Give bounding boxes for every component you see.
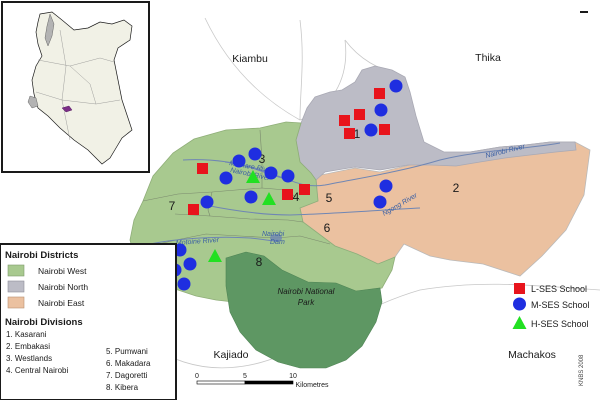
nairobi-dam-label-1: Nairobi bbox=[262, 231, 285, 238]
m-ses-school-marker bbox=[264, 166, 278, 180]
legend-swatch-nairobi-north bbox=[7, 280, 25, 293]
kenya-outline bbox=[31, 11, 133, 165]
nairobi-dam-label-2: Dam bbox=[270, 239, 285, 246]
l-ses-school-marker bbox=[344, 128, 355, 139]
nairobi-river-line bbox=[182, 142, 561, 187]
legend-l-ses-label: L-SES School bbox=[531, 284, 587, 294]
lake-victoria bbox=[27, 95, 39, 109]
m-ses-school-marker bbox=[177, 277, 191, 291]
park-label-line1: Nairobi National bbox=[278, 287, 335, 296]
nairobi-highlight bbox=[61, 105, 73, 113]
map-credit: KNBS 2008 bbox=[579, 354, 585, 386]
division-number-2: 2 bbox=[453, 181, 460, 195]
legend-m-ses-circle bbox=[513, 297, 526, 311]
division-item-2: 2. Embakasi bbox=[6, 342, 50, 351]
legend-h-ses-triangle bbox=[512, 316, 527, 329]
scale-bar: 0 5 10 Kilometres bbox=[195, 373, 329, 389]
m-ses-school-marker bbox=[373, 195, 387, 209]
m-ses-school-marker bbox=[389, 79, 403, 93]
mathare-river-line bbox=[224, 161, 283, 179]
thika-label: Thika bbox=[475, 52, 501, 64]
division-item-1: 1. Kasarani bbox=[6, 330, 47, 339]
m-ses-school-marker bbox=[379, 179, 393, 193]
scale-tick-10: 10 bbox=[289, 373, 297, 380]
l-ses-school-marker bbox=[282, 189, 293, 200]
l-ses-school-marker bbox=[197, 163, 208, 174]
m-ses-school-marker bbox=[183, 257, 197, 271]
legend-swatch-nairobi-east bbox=[7, 296, 25, 309]
motoine-river-label: Motoine River bbox=[176, 237, 220, 247]
division-item-7: 7. Dagoretti bbox=[106, 371, 148, 380]
lake-turkana bbox=[44, 13, 55, 47]
m-ses-school-marker bbox=[374, 103, 388, 117]
l-ses-school-marker bbox=[339, 115, 350, 126]
m-ses-school-marker bbox=[248, 147, 262, 161]
legend-l-ses-square bbox=[514, 283, 525, 294]
nairobi-national-park bbox=[225, 251, 383, 369]
division-number-1: 1 bbox=[354, 127, 361, 141]
l-ses-school-markers bbox=[188, 88, 390, 215]
legend-label-nairobi-north: Nairobi North bbox=[38, 282, 88, 292]
kenya-inset-map bbox=[1, 1, 150, 173]
l-ses-school-marker bbox=[354, 109, 365, 120]
legend-label-nairobi-east: Nairobi East bbox=[38, 298, 85, 308]
scale-unit: Kilometres bbox=[295, 382, 329, 389]
m-ses-school-marker bbox=[219, 171, 233, 185]
kiambu-label: Kiambu bbox=[232, 53, 268, 65]
division-item-6: 6. Makadara bbox=[106, 359, 151, 368]
h-ses-school-marker bbox=[262, 192, 276, 205]
ngong-river-line bbox=[204, 204, 421, 216]
scale-tick-0: 0 bbox=[195, 373, 199, 380]
division-item-3: 3. Westlands bbox=[6, 354, 52, 363]
north-indicator bbox=[580, 11, 588, 13]
l-ses-school-marker bbox=[379, 124, 390, 135]
m-ses-school-marker bbox=[364, 123, 378, 137]
h-ses-school-markers bbox=[208, 170, 276, 262]
motoine-river-line bbox=[149, 236, 279, 245]
h-ses-school-marker bbox=[246, 170, 260, 183]
legend-m-ses-label: M-SES School bbox=[531, 300, 590, 310]
machakos-label: Machakos bbox=[508, 349, 556, 361]
division-number-3: 3 bbox=[259, 152, 266, 166]
scale-tick-5: 5 bbox=[243, 373, 247, 380]
park-label-line2: Park bbox=[298, 298, 315, 307]
legend-label-nairobi-west: Nairobi West bbox=[38, 266, 87, 276]
l-ses-school-marker bbox=[188, 204, 199, 215]
legend-box: Nairobi Districts Nairobi West Nairobi N… bbox=[0, 243, 177, 400]
l-ses-school-marker bbox=[374, 88, 385, 99]
m-ses-school-marker bbox=[232, 154, 246, 168]
rivers bbox=[149, 142, 561, 245]
m-ses-school-marker bbox=[244, 190, 258, 204]
division-number-8: 8 bbox=[256, 255, 263, 269]
region-labels: Kiambu Thika Kajiado Machakos bbox=[213, 52, 555, 361]
nairobi-dam bbox=[270, 234, 282, 242]
district-nairobi-north bbox=[295, 65, 577, 181]
division-number-5: 5 bbox=[326, 191, 333, 205]
division-numbers: 1 2 3 4 5 6 7 8 bbox=[169, 127, 460, 269]
division-item-8: 8. Kibera bbox=[106, 383, 139, 392]
districts-legend-title: Nairobi Districts bbox=[5, 250, 78, 261]
park-label: Nairobi National Park bbox=[278, 287, 335, 307]
division-item-4: 4. Central Nairobi bbox=[6, 366, 68, 375]
division-number-4: 4 bbox=[293, 190, 300, 204]
divisions-legend-title: Nairobi Divisions bbox=[5, 317, 83, 328]
school-legend: L-SES School M-SES School H-SES School bbox=[512, 283, 590, 329]
division-number-7: 7 bbox=[169, 199, 176, 213]
h-ses-school-marker bbox=[208, 249, 222, 262]
legend-swatch-nairobi-west bbox=[7, 264, 25, 277]
m-ses-school-marker bbox=[281, 169, 295, 183]
kajiado-label: Kajiado bbox=[213, 349, 248, 361]
division-number-6: 6 bbox=[324, 221, 331, 235]
division-item-5: 5. Pumwani bbox=[106, 347, 148, 356]
legend-h-ses-label: H-SES School bbox=[531, 319, 589, 329]
l-ses-school-marker bbox=[299, 184, 310, 195]
m-ses-school-marker bbox=[200, 195, 214, 209]
